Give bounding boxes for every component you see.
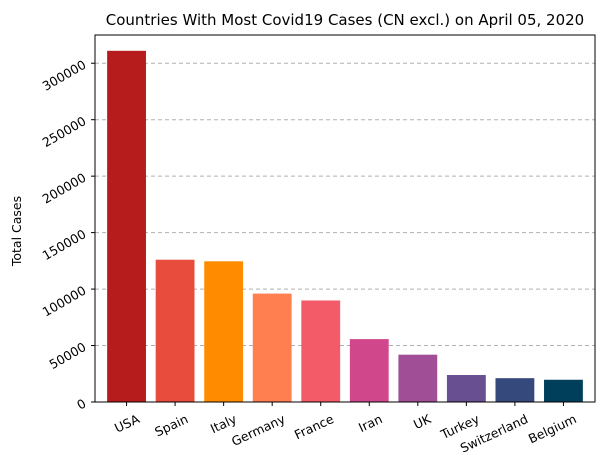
bars <box>107 50 583 402</box>
y-tick-label: 100000 <box>40 283 89 320</box>
x-tick-label: Iran <box>356 411 384 435</box>
bar-iran <box>349 339 389 402</box>
y-axis-ticks: 0 50000 100000 150000 200000 250000 300000 <box>40 57 95 413</box>
bar-germany <box>252 293 292 402</box>
x-tick-label: Germany <box>229 411 288 449</box>
x-tick-label: Spain <box>152 411 190 439</box>
bar-belgium <box>544 379 583 402</box>
x-tick-label: UK <box>411 411 434 432</box>
bar-usa <box>107 50 146 402</box>
y-tick-label: 300000 <box>40 57 89 94</box>
chart-title: Countries With Most Covid19 Cases (CN ex… <box>106 11 584 29</box>
x-tick-label: France <box>292 411 336 442</box>
bar-turkey <box>446 375 486 402</box>
bar-france <box>301 300 341 402</box>
x-tick-label: Belgium <box>526 411 579 446</box>
y-tick-label: 50000 <box>47 339 89 372</box>
bar-switzerland <box>495 378 535 402</box>
x-tick-label: USA <box>112 411 142 436</box>
bar-spain <box>155 259 195 402</box>
y-tick-label: 0 <box>74 396 88 413</box>
y-tick-label: 200000 <box>40 170 89 207</box>
gridlines <box>95 62 595 347</box>
y-tick-label: 250000 <box>40 113 89 150</box>
bar-italy <box>204 261 244 402</box>
plot-frame <box>94 34 596 403</box>
y-axis-label: Total Cases <box>9 196 24 267</box>
y-tick-label: 150000 <box>40 226 89 263</box>
bar-uk <box>398 354 438 402</box>
